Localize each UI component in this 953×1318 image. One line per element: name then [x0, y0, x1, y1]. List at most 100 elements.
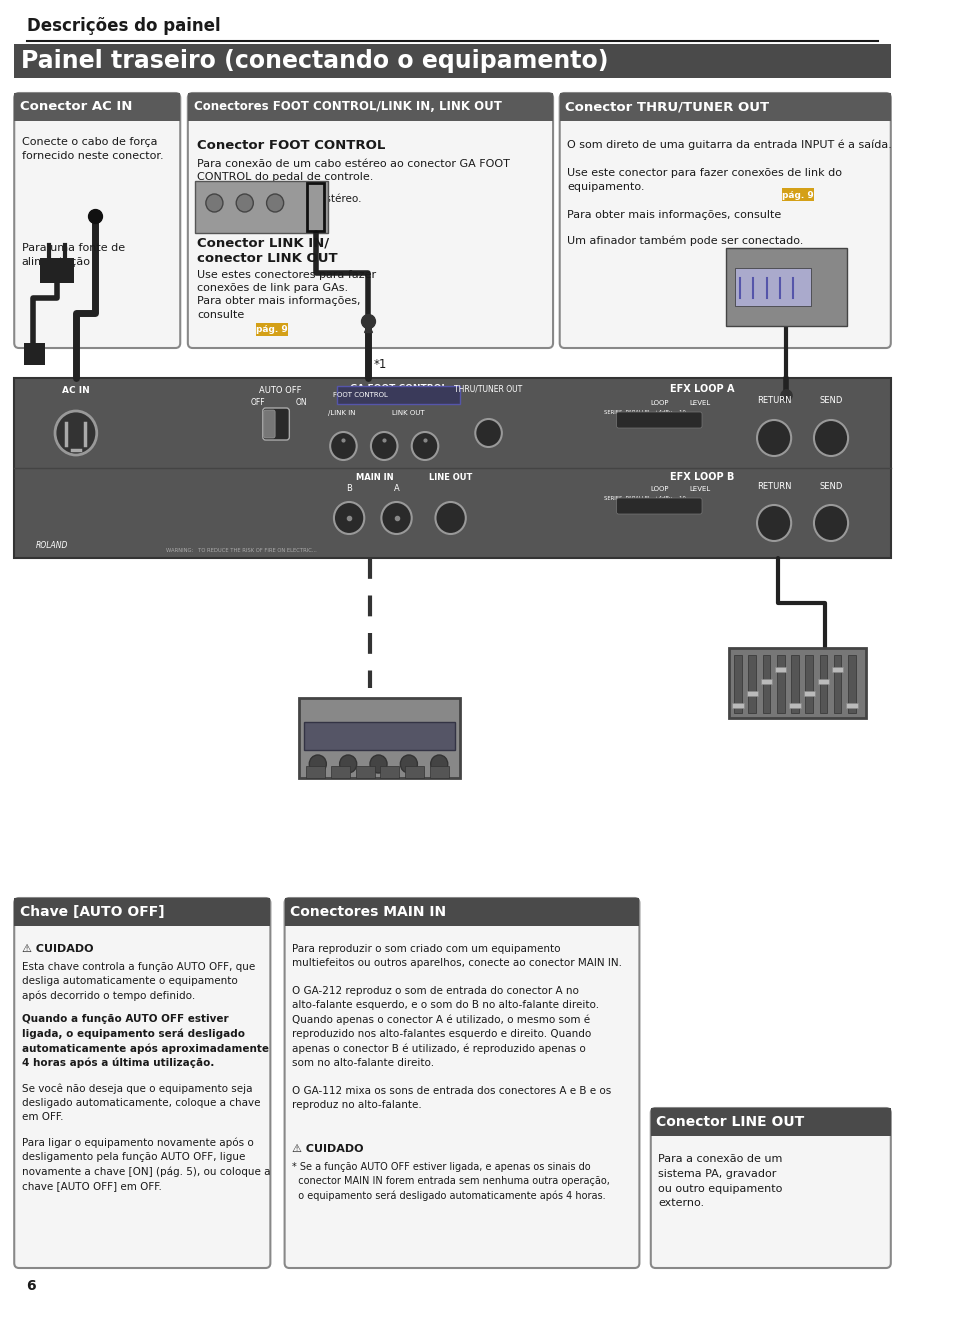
Text: LOOP: LOOP — [649, 399, 668, 406]
Text: A: A — [394, 484, 399, 493]
Text: AC IN: AC IN — [62, 386, 90, 395]
FancyBboxPatch shape — [188, 94, 553, 348]
Text: Use estes conectores para fazer
conexões de link para GAs.
Para obter mais infor: Use estes conectores para fazer conexões… — [197, 270, 376, 319]
Text: RETURN: RETURN — [756, 395, 791, 405]
FancyBboxPatch shape — [262, 409, 289, 440]
Circle shape — [430, 755, 447, 772]
Bar — [298, 699, 459, 778]
Bar — [14, 378, 890, 558]
Bar — [790, 655, 798, 713]
Circle shape — [412, 432, 437, 460]
Text: Para uma fonte de
alimentação: Para uma fonte de alimentação — [22, 243, 125, 268]
Circle shape — [236, 194, 253, 212]
Bar — [284, 898, 639, 927]
Text: Conector THRU/TUNER OUT: Conector THRU/TUNER OUT — [565, 100, 769, 113]
Bar — [732, 702, 743, 708]
Text: O som direto de uma guitarra da entrada INPUT é a saída.

Use este conector para: O som direto de uma guitarra da entrada … — [567, 138, 891, 220]
Text: Esta chave controla a função AUTO OFF, que
desliga automaticamente o equipamento: Esta chave controla a função AUTO OFF, q… — [22, 962, 254, 1000]
Text: Se você não deseja que o equipamento seja
desligado automaticamente, coloque a c: Se você não deseja que o equipamento sej… — [22, 1083, 260, 1122]
Circle shape — [339, 755, 356, 772]
FancyBboxPatch shape — [14, 898, 270, 1268]
Circle shape — [330, 432, 356, 460]
Text: *1: *1 — [374, 358, 387, 370]
Text: Conectores MAIN IN: Conectores MAIN IN — [290, 905, 446, 919]
Bar — [14, 898, 270, 927]
Circle shape — [475, 419, 501, 447]
Text: Conector LINK IN/
conector LINK OUT: Conector LINK IN/ conector LINK OUT — [197, 236, 337, 265]
Text: SERIES  PARALLEL  +4dBu   -10: SERIES PARALLEL +4dBu -10 — [603, 410, 685, 415]
Bar — [40, 258, 74, 283]
Text: 6: 6 — [27, 1278, 36, 1293]
Text: B: B — [346, 484, 352, 493]
Bar — [14, 94, 180, 121]
Bar — [748, 655, 756, 713]
Text: ⚠ CUIDADO: ⚠ CUIDADO — [292, 1144, 363, 1155]
Text: SEND: SEND — [819, 482, 841, 492]
Text: * Se a função AUTO OFF estiver ligada, e apenas os sinais do
  conector MAIN IN : * Se a função AUTO OFF estiver ligada, e… — [292, 1162, 609, 1201]
Text: ROLAND: ROLAND — [36, 542, 69, 551]
Bar — [188, 94, 553, 121]
Bar — [776, 655, 783, 713]
Bar — [781, 188, 813, 202]
Bar — [24, 343, 45, 365]
Text: Para reproduzir o som criado com um equipamento
multiefeitos ou outros aparelhos: Para reproduzir o som criado com um equi… — [292, 944, 621, 1110]
FancyBboxPatch shape — [616, 498, 701, 514]
Bar — [195, 181, 328, 233]
Text: ON: ON — [295, 398, 307, 407]
Text: LEVEL: LEVEL — [689, 399, 710, 406]
Text: THRU/TUNER OUT: THRU/TUNER OUT — [454, 384, 522, 393]
Text: LOOP: LOOP — [649, 486, 668, 492]
Bar — [804, 655, 812, 713]
Bar — [728, 648, 865, 718]
Bar — [819, 655, 826, 713]
Bar — [559, 94, 890, 121]
Bar — [725, 248, 846, 326]
Bar — [331, 766, 350, 778]
Bar — [429, 766, 448, 778]
Bar — [255, 323, 288, 336]
Text: pág. 9: pág. 9 — [256, 326, 288, 335]
Bar — [833, 655, 841, 713]
Text: Conecte o cabo de força
fornecido neste conector.: Conecte o cabo de força fornecido neste … — [22, 137, 163, 161]
Text: Conectores FOOT CONTROL/LINK IN, LINK OUT: Conectores FOOT CONTROL/LINK IN, LINK OU… — [193, 100, 501, 113]
Text: Conector FOOT CONTROL: Conector FOOT CONTROL — [197, 138, 385, 152]
Text: Conector AC IN: Conector AC IN — [20, 100, 132, 113]
Text: MAIN IN: MAIN IN — [355, 473, 394, 482]
Text: pág. 9: pág. 9 — [781, 191, 813, 199]
Text: ⚠ CUIDADO: ⚠ CUIDADO — [22, 944, 93, 954]
Circle shape — [309, 755, 326, 772]
Text: LINE OUT: LINE OUT — [429, 473, 472, 482]
Bar — [847, 655, 855, 713]
Bar — [355, 766, 375, 778]
Bar — [650, 1108, 890, 1136]
Text: Painel traseiro (conectando o equipamento): Painel traseiro (conectando o equipament… — [21, 49, 608, 72]
Bar — [306, 766, 325, 778]
Text: EFX LOOP A: EFX LOOP A — [669, 384, 734, 394]
Text: SEND: SEND — [819, 395, 841, 405]
Text: FOOT CONTROL: FOOT CONTROL — [333, 391, 388, 398]
FancyBboxPatch shape — [650, 1108, 890, 1268]
Circle shape — [813, 505, 847, 540]
Bar — [831, 667, 842, 672]
Bar — [760, 679, 771, 684]
Circle shape — [266, 194, 283, 212]
Circle shape — [435, 502, 465, 534]
Bar — [762, 655, 769, 713]
Bar — [802, 691, 814, 696]
Circle shape — [381, 502, 412, 534]
Text: RETURN: RETURN — [756, 482, 791, 492]
Circle shape — [757, 420, 790, 456]
Bar — [845, 702, 857, 708]
Text: Conector LINE OUT: Conector LINE OUT — [656, 1115, 804, 1130]
Bar — [817, 679, 828, 684]
Circle shape — [206, 194, 223, 212]
FancyBboxPatch shape — [284, 898, 639, 1268]
Circle shape — [55, 411, 96, 455]
FancyBboxPatch shape — [263, 410, 274, 438]
Text: Para conexão de um cabo estéreo ao conector GA FOOT
CONTROL do pedal de controle: Para conexão de um cabo estéreo ao conec… — [197, 159, 510, 182]
Circle shape — [400, 755, 417, 772]
Circle shape — [370, 755, 387, 772]
Text: AUTO OFF: AUTO OFF — [258, 386, 301, 395]
Text: Para a conexão de um
sistema PA, gravador
ou outro equipamento
externo.: Para a conexão de um sistema PA, gravado… — [658, 1155, 781, 1209]
Bar — [774, 667, 785, 672]
